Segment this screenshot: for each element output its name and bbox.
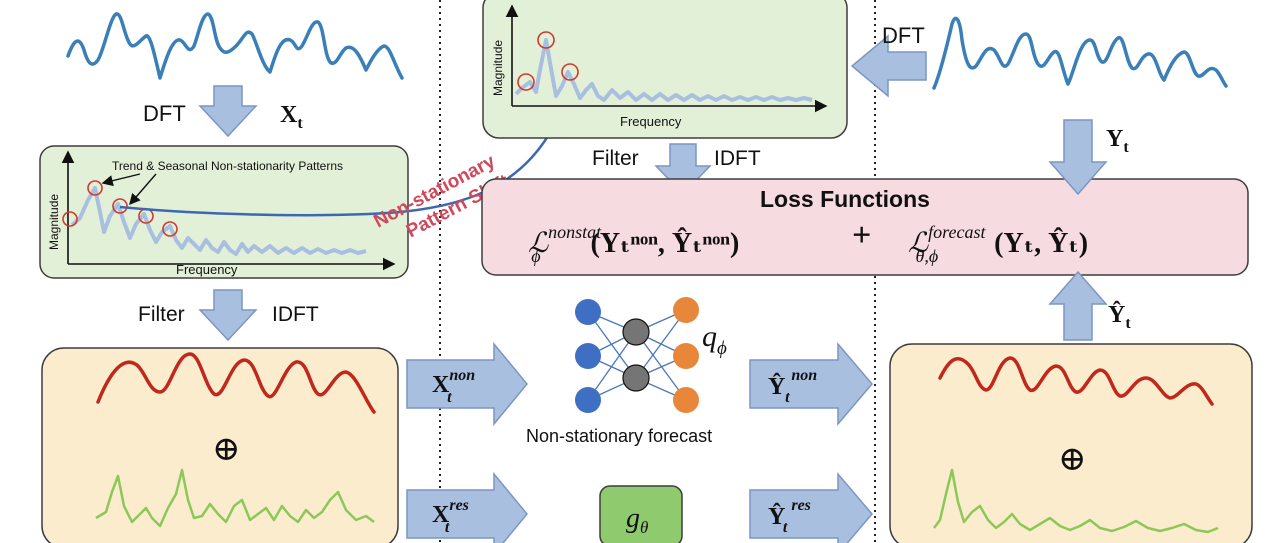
loss-functions-title: Loss Functions [760, 186, 930, 212]
input-node-2 [575, 343, 601, 369]
oplus-right: ⊕ [1058, 441, 1087, 478]
arrow-x-non [406, 341, 528, 427]
peak-marker-mid-3 [561, 63, 579, 81]
peak-marker-5 [162, 221, 178, 237]
arrow-x-res [406, 471, 528, 543]
output-node-2 [673, 343, 699, 369]
input-node-3 [575, 387, 601, 413]
g-theta-label: gθ [626, 503, 648, 537]
annotation-pointer-2 [129, 173, 157, 206]
filter-label-left: Filter [138, 303, 185, 326]
xt-label: Xt [280, 102, 303, 132]
loss-nonstat: ℒnonstat ϕ (Yₜⁿᵒⁿ, Ŷₜⁿᵒⁿ) [528, 222, 739, 266]
dft-label-right: DFT [882, 23, 925, 48]
yhat-label: Ŷt [1108, 301, 1131, 332]
dft-label-left: DFT [143, 101, 186, 126]
arrow-down-filter-left [198, 289, 258, 342]
spectrum-curve-middle [514, 38, 813, 102]
peak-marker-mid-1 [517, 73, 535, 91]
magnitude-label-left: Magnitude [47, 194, 61, 250]
peak-marker-3 [112, 198, 128, 214]
peak-marker-mid-2 [537, 31, 555, 49]
frequency-label-middle: Frequency [620, 114, 682, 129]
arrow-y-res [749, 471, 873, 543]
q-phi-label: qϕ [702, 320, 727, 359]
input-series-xt [66, 12, 404, 80]
output-node-3 [673, 387, 699, 413]
arrow-left-dft-right [850, 34, 927, 98]
frequency-label-left: Frequency [176, 262, 238, 277]
arrow-down-yt [1048, 119, 1108, 196]
input-node-1 [575, 299, 601, 325]
component-box-right [889, 343, 1253, 543]
output-node-1 [673, 297, 699, 323]
g-theta-box [599, 485, 683, 543]
oplus-left: ⊕ [212, 431, 241, 468]
spectrum-curve-left [70, 186, 367, 256]
pattern-shift-curve [119, 75, 579, 217]
filter-label-middle: Filter [592, 147, 639, 170]
trend-series-right [938, 356, 1214, 406]
annotation-pointer-1 [101, 173, 141, 187]
idft-label-middle: IDFT [714, 147, 761, 170]
idft-label-left: IDFT [272, 303, 319, 326]
loss-forecast: ℒforecast θ,ϕ (Yₜ, Ŷₜ) [908, 222, 1088, 266]
target-series-yt [932, 16, 1228, 90]
arrow-up-yhat [1048, 270, 1108, 341]
hidden-node-2 [622, 364, 650, 392]
peak-marker-1 [62, 211, 78, 227]
residual-series-left [95, 468, 375, 528]
peak-marker-2 [87, 180, 103, 196]
yt-label: Yt [1106, 126, 1129, 156]
x-non-label: Xnon t [432, 367, 475, 406]
nonstationary-forecast-label: Non-stationary forecast [526, 426, 712, 446]
arrow-y-non [749, 341, 873, 427]
loss-functions-box [481, 178, 1249, 276]
trend-series-left [96, 352, 376, 414]
nonstationarity-annotation: Trend & Seasonal Non-stationarity Patter… [112, 159, 343, 173]
magnitude-label-middle: Magnitude [491, 40, 505, 96]
component-box-left [41, 347, 399, 543]
loss-plus: + [852, 217, 871, 254]
spectrum-box-middle [482, 0, 848, 139]
arrow-down-dft-left [198, 85, 258, 138]
residual-series-right [933, 468, 1219, 534]
x-res-label: Xres t [432, 497, 469, 536]
hidden-node-1 [622, 318, 650, 346]
